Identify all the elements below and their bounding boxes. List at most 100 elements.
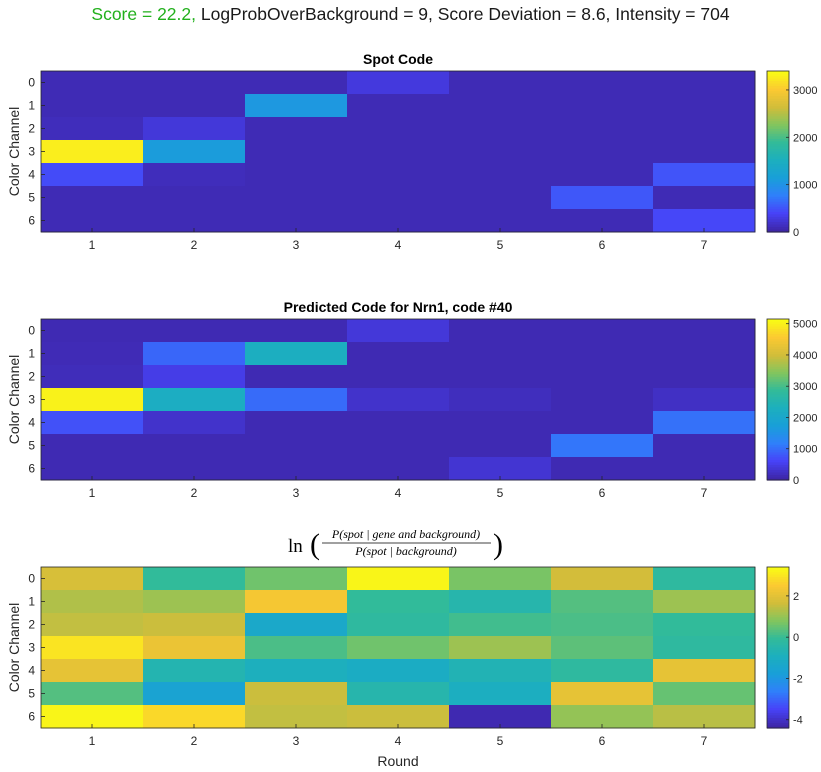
colorbar-segment <box>767 429 789 433</box>
heatmap-cell <box>551 342 654 366</box>
heatmap-cell <box>551 163 654 187</box>
colorbar-segment <box>767 632 789 636</box>
colorbar-segment <box>767 594 789 598</box>
title-denominator: P(spot | background) <box>354 544 457 558</box>
colorbar-tick-label: 1000 <box>793 444 817 456</box>
colorbar-segment <box>767 437 789 441</box>
y-tick-label: 4 <box>28 416 35 430</box>
colorbar-segment <box>767 123 789 127</box>
heatmap-cell <box>143 186 246 210</box>
y-axis-label: Color Channel <box>6 355 22 445</box>
colorbar-segment <box>767 346 789 350</box>
chart-title: Spot Code <box>363 51 433 67</box>
heatmap-cell <box>551 705 654 729</box>
colorbar-segment <box>767 700 789 704</box>
heatmap-cell <box>143 365 246 389</box>
heatmap-cell <box>347 636 450 660</box>
heatmap-cell <box>143 342 246 366</box>
colorbar-segment <box>767 655 789 659</box>
colorbar-segment <box>767 612 789 616</box>
heatmap-cell <box>653 388 756 412</box>
colorbar-segment <box>767 91 789 95</box>
colorbar-tick-label: 0 <box>793 632 799 644</box>
heatmap-cell <box>41 457 144 481</box>
colorbar-segment <box>767 609 789 613</box>
colorbar-segment <box>767 705 789 709</box>
colorbar-segment <box>767 161 789 165</box>
heatmap-cell <box>245 365 348 389</box>
x-tick-label: 1 <box>89 486 96 500</box>
heatmap-cell <box>347 163 450 187</box>
colorbar-segment <box>767 148 789 153</box>
colorbar: 0 1000 2000 3000 4000 5000 <box>766 318 817 487</box>
heatmap-cell <box>347 613 450 637</box>
heatmap-cell <box>245 94 348 118</box>
heatmap-cell <box>347 457 450 481</box>
colorbar-segment <box>767 351 789 355</box>
colorbar-segment <box>767 472 789 476</box>
colorbar-segment <box>767 319 789 323</box>
y-tick-label: 2 <box>28 618 35 632</box>
heatmap-cell <box>347 71 450 95</box>
chart-title: ln (P(spot | gene and background) P(spot |… <box>288 527 503 561</box>
colorbar-segment <box>767 86 789 90</box>
heatmap-cell <box>449 94 552 118</box>
heatmap-cell <box>347 117 450 141</box>
colorbar-segment <box>767 156 789 160</box>
heatmap-cell <box>245 411 348 435</box>
colorbar-segment <box>767 159 789 163</box>
heatmap-cell <box>449 567 552 591</box>
colorbar-segment <box>767 695 789 699</box>
colorbar-segment <box>767 199 789 203</box>
heatmap-cell <box>41 636 144 660</box>
colorbar-segment <box>767 444 789 448</box>
colorbar-segment <box>767 108 789 112</box>
colorbar-segment <box>767 384 789 388</box>
y-tick-label: 3 <box>28 393 35 407</box>
colorbar-segment <box>767 361 789 365</box>
heatmap-cell <box>347 209 450 233</box>
y-tick-label: 6 <box>28 710 35 724</box>
heatmap-cell <box>449 613 552 637</box>
colorbar-segment <box>767 670 789 674</box>
heatmap-cell <box>347 567 450 591</box>
heatmap-cell <box>143 636 246 660</box>
colorbar-segment <box>767 404 789 408</box>
colorbar-segment <box>767 386 789 391</box>
colorbar-segment <box>767 577 789 581</box>
colorbar-tick-label: 0 <box>793 475 799 487</box>
colorbar-segment <box>767 644 789 649</box>
colorbar-segment <box>767 614 789 618</box>
colorbar-segment <box>767 587 789 591</box>
heatmap-cell <box>653 705 756 729</box>
heatmap-cell <box>245 659 348 683</box>
colorbar-segment <box>767 717 789 722</box>
colorbar-segment <box>767 675 789 679</box>
heatmap-cell <box>41 186 144 210</box>
x-tick-label: 3 <box>293 238 300 252</box>
colorbar-segment <box>767 477 789 481</box>
heatmap-cell <box>347 186 450 210</box>
heatmap-cell <box>245 457 348 481</box>
colorbar-segment <box>767 226 789 231</box>
colorbar-segment <box>767 329 789 333</box>
colorbar-segment <box>767 113 789 117</box>
colorbar-tick-label: 1000 <box>793 180 817 192</box>
heatmap-cell <box>245 388 348 412</box>
heatmap-cell <box>653 457 756 481</box>
colorbar-segment <box>767 464 789 469</box>
heatmap-cell <box>245 613 348 637</box>
colorbar-tick-label: 2000 <box>793 132 817 144</box>
x-tick-label: 6 <box>599 238 606 252</box>
heatmap-cell <box>653 140 756 164</box>
colorbar-segment <box>767 81 789 85</box>
colorbar-segment <box>767 131 789 135</box>
heatmap-panel-3: 1 2 3 4 5 6 7 0 1 2 3 4 5 6 Color Channel Round ln (P(spo… <box>6 527 803 769</box>
colorbar-box <box>766 566 790 729</box>
y-axis-label: Color Channel <box>6 107 22 197</box>
colorbar-segment <box>767 111 789 115</box>
colorbar-segment <box>767 334 789 338</box>
heatmap-cell <box>449 682 552 706</box>
heatmap-panel-1: 1 2 3 4 5 6 7 0 1 2 3 4 5 6 Color Channel Spot Code 0 100… <box>6 51 817 252</box>
colorbar-segment <box>767 617 789 621</box>
